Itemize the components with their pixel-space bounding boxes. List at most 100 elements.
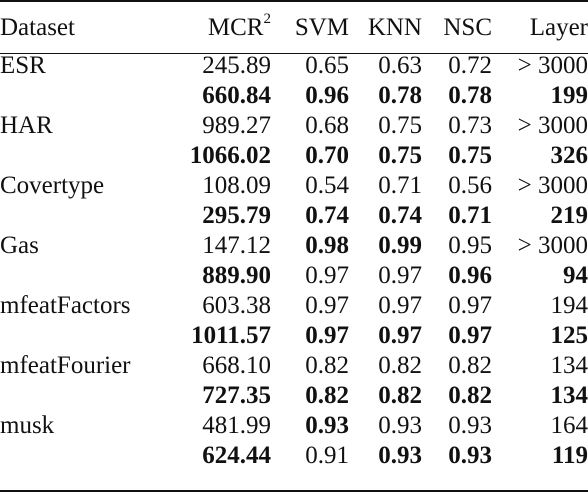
cell-mcr2: 108.09 (202, 172, 271, 199)
cell-dataset (0, 201, 160, 231)
table-row: Covertype 108.09 0.54 0.71 0.56 > 3000 (0, 171, 588, 201)
table-row: musk 481.99 0.93 0.93 0.93 164 (0, 411, 588, 441)
cell-mcr2: 1011.57 (191, 322, 271, 349)
cell-nsc: 0.82 (448, 382, 492, 409)
cell-dataset: HAR (0, 112, 53, 139)
cell-nsc: 0.75 (448, 142, 492, 169)
cell-dataset: mfeatFourier (0, 352, 131, 379)
cell-knn: 0.99 (378, 232, 422, 259)
cell-dataset (0, 261, 160, 291)
cell-knn: 0.74 (378, 202, 422, 229)
cell-knn: 0.63 (378, 52, 422, 79)
table-body: ESR 245.89 0.65 0.63 0.72 > 3000 660.84 0.96 0.7… (0, 47, 588, 471)
cell-dataset: musk (0, 412, 55, 439)
cell-knn: 0.82 (378, 352, 422, 379)
header-mcr-base: MCR (207, 13, 264, 41)
cell-svm: 0.98 (305, 232, 349, 259)
cell-dataset (0, 441, 160, 471)
cell-nsc: 0.56 (448, 172, 492, 199)
table-row: 624.44 0.91 0.93 0.93 119 (0, 441, 588, 471)
cell-dataset: Gas (0, 232, 39, 259)
cell-mcr2: 147.12 (202, 232, 271, 259)
cell-mcr2: 727.35 (202, 382, 271, 409)
cell-mcr2: 603.38 (202, 292, 271, 319)
cell-svm: 0.70 (305, 142, 349, 169)
cell-dataset (0, 141, 160, 171)
cell-knn: 0.75 (378, 142, 422, 169)
cell-knn: 0.93 (378, 412, 422, 439)
cell-knn: 0.82 (378, 382, 422, 409)
cell-knn: 0.71 (378, 172, 422, 199)
table-header-rule (0, 53, 588, 54)
header-svm: SVM (294, 13, 349, 41)
cell-layer: 326 (550, 142, 588, 169)
cell-layer: 134 (550, 382, 588, 409)
cell-dataset: ESR (0, 52, 46, 79)
cell-svm: 0.97 (305, 322, 349, 349)
cell-nsc: 0.72 (448, 52, 492, 79)
table-row: mfeatFactors 603.38 0.97 0.97 0.97 194 (0, 291, 588, 321)
cell-mcr2: 989.27 (202, 112, 271, 139)
cell-svm: 0.54 (305, 172, 349, 199)
cell-svm: 0.82 (305, 352, 349, 379)
cell-knn: 0.78 (378, 82, 422, 109)
cell-dataset: mfeatFactors (0, 292, 131, 319)
cell-nsc: 0.93 (448, 442, 492, 469)
cell-mcr2: 481.99 (202, 412, 271, 439)
header-nsc: NSC (443, 13, 492, 41)
table-row: Gas 147.12 0.98 0.99 0.95 > 3000 (0, 231, 588, 261)
cell-knn: 0.97 (378, 322, 422, 349)
table-row: ESR 245.89 0.65 0.63 0.72 > 3000 (0, 47, 588, 81)
cell-layer: 164 (550, 412, 588, 439)
cell-mcr2: 295.79 (202, 202, 271, 229)
cell-nsc: 0.93 (448, 412, 492, 439)
cell-nsc: 0.78 (448, 82, 492, 109)
table-row: 295.79 0.74 0.74 0.71 219 (0, 201, 588, 231)
cell-nsc: 0.96 (448, 262, 492, 289)
cell-svm: 0.96 (305, 82, 349, 109)
cell-dataset (0, 81, 160, 111)
table-row: 727.35 0.82 0.82 0.82 134 (0, 381, 588, 411)
cell-mcr2: 660.84 (202, 82, 271, 109)
cell-nsc: 0.97 (448, 322, 492, 349)
cell-svm: 0.93 (305, 412, 349, 439)
cell-nsc: 0.95 (448, 232, 492, 259)
cell-mcr2: 245.89 (202, 52, 271, 79)
cell-layer: > 3000 (517, 232, 588, 259)
cell-knn: 0.93 (378, 442, 422, 469)
cell-nsc: 0.73 (448, 112, 492, 139)
cell-mcr2: 624.44 (202, 442, 271, 469)
cell-svm: 0.91 (305, 442, 349, 469)
cell-nsc: 0.71 (448, 202, 492, 229)
table-row: mfeatFourier 668.10 0.82 0.82 0.82 134 (0, 351, 588, 381)
table-row: 889.90 0.97 0.97 0.96 94 (0, 261, 588, 291)
cell-mcr2: 889.90 (202, 262, 271, 289)
cell-layer: 199 (550, 82, 588, 109)
header-dataset: Dataset (0, 13, 75, 41)
cell-dataset: Covertype (0, 172, 105, 199)
header-mcr-superscript: 2 (263, 11, 272, 28)
cell-layer: 219 (550, 202, 588, 229)
cell-layer: 119 (551, 442, 588, 469)
cell-knn: 0.75 (378, 112, 422, 139)
cell-svm: 0.74 (305, 202, 349, 229)
cell-mcr2: 1066.02 (189, 142, 271, 169)
cell-svm: 0.97 (305, 292, 349, 319)
header-knn: KNN (367, 13, 422, 41)
cell-svm: 0.82 (305, 382, 349, 409)
table-row: 1066.02 0.70 0.75 0.75 326 (0, 141, 588, 171)
cell-dataset (0, 381, 160, 411)
results-table: Dataset MCR2 SVM KNN NSC Layer ESR 245.89… (0, 8, 588, 471)
cell-layer: 94 (563, 262, 588, 289)
cell-svm: 0.65 (305, 52, 349, 79)
header-mcr2: MCR2 (160, 8, 271, 47)
cell-nsc: 0.82 (448, 352, 492, 379)
cell-nsc: 0.97 (448, 292, 492, 319)
cell-layer: 194 (550, 292, 588, 319)
cell-mcr2: 668.10 (202, 352, 271, 379)
cell-dataset (0, 321, 160, 351)
header-layer: Layer (529, 13, 588, 41)
cell-svm: 0.68 (305, 112, 349, 139)
table-bottom-rule (0, 490, 588, 492)
